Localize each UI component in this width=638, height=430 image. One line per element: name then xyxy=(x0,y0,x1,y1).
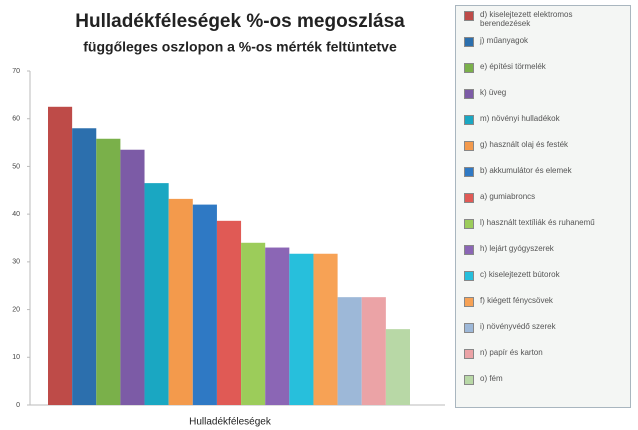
legend-label: e) építési törmelék xyxy=(480,62,546,71)
legend-item: g) használt olaj és festék xyxy=(462,140,624,166)
bar xyxy=(361,297,386,405)
legend-swatch xyxy=(464,141,474,151)
legend-label: l) használt textíliák és ruhanemű xyxy=(480,218,595,227)
legend-swatch xyxy=(464,37,474,47)
y-tick-label: 50 xyxy=(12,163,20,170)
legend-label: c) kiselejtezett bútorok xyxy=(480,270,560,279)
bar xyxy=(168,198,193,405)
legend-swatch xyxy=(464,375,474,385)
legend-item: o) fém xyxy=(462,374,624,400)
legend-swatch xyxy=(464,349,474,359)
bar xyxy=(289,253,314,405)
legend-swatch xyxy=(464,115,474,125)
legend-label: f) kiégett fénycsövek xyxy=(480,296,553,305)
legend-label: o) fém xyxy=(480,374,503,383)
bar xyxy=(72,128,97,405)
legend-item: k) üveg xyxy=(462,88,624,114)
legend-label: j) műanyagok xyxy=(480,36,529,45)
legend-swatch xyxy=(464,323,474,333)
legend-label: b) akkumulátor és elemek xyxy=(480,166,572,175)
bar xyxy=(48,106,73,406)
legend-swatch xyxy=(464,219,474,229)
legend-item: n) papír és karton xyxy=(462,348,624,374)
legend-item: h) lejárt gyógyszerek xyxy=(462,244,624,270)
legend-label: h) lejárt gyógyszerek xyxy=(480,244,554,253)
legend-label: m) növényi hulladékok xyxy=(480,114,560,123)
y-tick-label: 70 xyxy=(12,68,20,75)
bar xyxy=(96,138,121,406)
bar xyxy=(120,149,145,405)
bar xyxy=(385,329,410,405)
legend-item: d) kiselejtezett elektromos berendezések xyxy=(462,10,624,36)
legend-label: k) üveg xyxy=(480,88,507,97)
chart-subtitle: függőleges oszlopon a %-os mérték feltün… xyxy=(83,39,397,55)
legend-item: i) növényvédő szerek xyxy=(462,322,624,348)
y-tick-label: 30 xyxy=(12,259,20,266)
legend-label: n) papír és karton xyxy=(480,348,543,357)
bar xyxy=(192,204,217,405)
legend-item: f) kiégett fénycsövek xyxy=(462,296,624,322)
legend-swatch xyxy=(464,63,474,73)
legend-swatch xyxy=(464,297,474,307)
y-tick-label: 10 xyxy=(12,354,20,361)
y-tick-label: 20 xyxy=(12,306,20,313)
legend-label: g) használt olaj és festék xyxy=(480,140,569,149)
legend-item: m) növényi hulladékok xyxy=(462,114,624,140)
legend-swatch xyxy=(464,167,474,177)
y-tick-label: 0 xyxy=(16,402,20,409)
chart: Hulladékféleségek %-os megoszlása függől… xyxy=(12,11,445,428)
bar xyxy=(241,242,266,405)
legend-label: i) növényvédő szerek xyxy=(480,322,556,331)
bar xyxy=(216,220,242,405)
legend-swatch xyxy=(464,193,474,203)
legend-item: a) gumiabroncs xyxy=(462,192,624,218)
legend-item: j) műanyagok xyxy=(462,36,624,62)
x-axis-label: Hulladékféleségek xyxy=(189,417,272,428)
legend-swatch xyxy=(464,271,474,281)
y-tick-label: 60 xyxy=(12,116,20,123)
legend-item: b) akkumulátor és elemek xyxy=(462,166,624,192)
legend-swatch xyxy=(464,11,474,21)
legend: d) kiselejtezett elektromos berendezések… xyxy=(455,5,631,408)
legend-label: a) gumiabroncs xyxy=(480,192,536,201)
y-tick-label: 40 xyxy=(12,211,20,218)
bar xyxy=(265,247,290,405)
bar xyxy=(313,253,338,405)
bar xyxy=(144,183,169,405)
legend-item: c) kiselejtezett bútorok xyxy=(462,270,624,296)
legend-label: d) kiselejtezett elektromos berendezések xyxy=(480,10,573,28)
legend-item: e) építési törmelék xyxy=(462,62,624,88)
bar xyxy=(337,297,362,405)
legend-swatch xyxy=(464,245,474,255)
legend-item: l) használt textíliák és ruhanemű xyxy=(462,218,624,244)
chart-title: Hulladékféleségek %-os megoszlása xyxy=(75,11,405,32)
legend-swatch xyxy=(464,89,474,99)
